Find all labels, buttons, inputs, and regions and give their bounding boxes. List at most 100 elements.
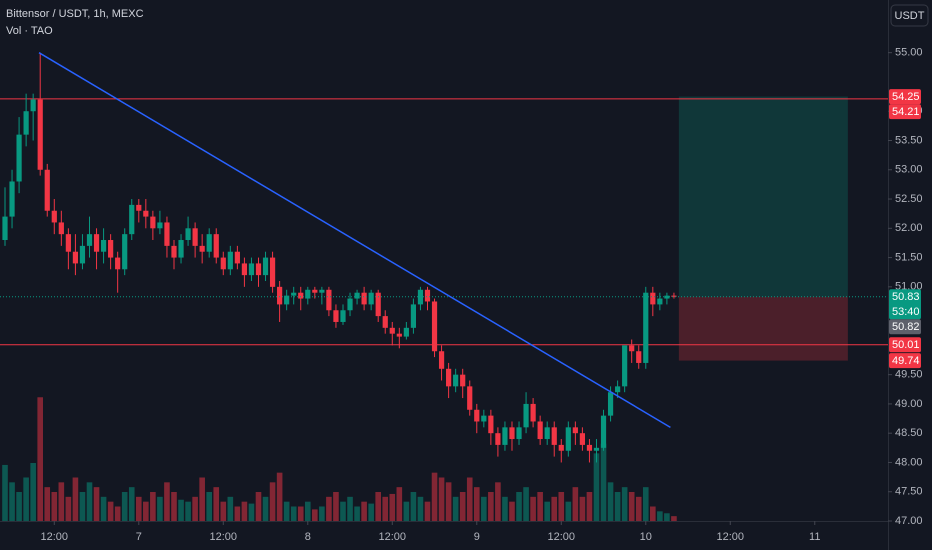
volume-bar [248,503,255,521]
candle-body [488,415,494,434]
volume-bar [424,501,431,521]
volume-bar [255,492,262,521]
volume-bar [452,496,459,521]
candle-body [248,263,255,276]
candle-body [375,292,381,317]
volume-bar [565,501,572,521]
currency-button[interactable] [890,4,929,27]
volume-bar [438,477,445,521]
candle-body [579,433,586,445]
candle-body [199,245,205,252]
candle-body [129,204,135,235]
volume-bar [488,492,494,521]
volume-bar [558,492,565,521]
candle-body [424,289,431,302]
volume-bar [368,503,374,521]
volume-bar [459,492,466,521]
volume-bar [417,496,424,521]
volume-bar [23,477,29,521]
x-tick-label: 12:00 [379,531,407,543]
volume-bar [642,487,649,521]
candle-body [410,304,417,328]
candle-body [277,286,283,305]
price-label: 49.74 [892,355,920,367]
candle-body [615,386,621,393]
candle-body [636,351,642,363]
candle-body [340,310,346,322]
volume-bar [51,492,58,521]
candle-body [157,222,163,229]
volume-bar [290,506,297,521]
volume-bar [227,496,234,521]
volume-bar [37,397,44,521]
candle-body [643,292,649,363]
volume-bar [403,501,410,521]
candle-body [206,234,212,252]
candle-body [622,345,628,387]
y-tick-label: 47.50 [895,486,923,498]
x-tick-label: 8 [305,531,311,543]
volume-bar [579,496,586,521]
price-label-box [889,353,921,369]
volume-bar [58,482,65,521]
candle-body [593,447,600,451]
volume-bar [375,492,381,521]
volume-bar [671,516,677,521]
y-tick-label: 49.00 [895,398,923,410]
candle-body [319,289,325,293]
candle-body [100,240,107,252]
volume-bar [628,492,635,521]
y-tick-label: 53.00 [895,164,923,176]
volume-bar [269,482,276,521]
candle-body [9,181,15,217]
candle-body [122,234,128,270]
volume-bar [72,477,79,521]
candle-body [164,222,170,246]
price-label-box [889,89,921,105]
volume-bar [635,496,642,521]
candle-body [481,415,487,422]
volume-bar [382,496,389,521]
volume-bar [16,492,22,521]
x-tick-label: 12:00 [717,531,745,543]
volume-bar [347,496,353,521]
candle-body [354,292,360,299]
candle-body [347,298,353,311]
price-label-box [889,104,921,120]
volume-bar [199,477,205,521]
candle-body [544,427,550,440]
volume-legend: Vol · TAO [6,25,53,37]
price-label-box [889,319,921,335]
candle-body [671,295,677,297]
volume-bar [481,496,487,521]
volume-bar [396,487,403,521]
candle-body [312,289,318,293]
candle-body [565,427,571,451]
candle-body [30,99,36,112]
candle-body [143,210,149,217]
volume-bar [445,482,452,521]
candle-body [298,292,304,299]
candle-body [178,240,184,258]
candle-body [86,234,93,246]
candle-body [446,368,452,387]
candle-body [16,134,22,182]
bar-countdown: 53:40 [892,306,920,318]
volume-bar [537,492,543,521]
candle-body [586,444,593,451]
candle-body [150,216,156,229]
candle-body [368,292,374,305]
volume-bar [220,501,227,521]
volume-bar [326,496,332,521]
candle-body [530,403,536,422]
candle-body [185,228,191,241]
volume-bar [128,487,135,521]
volume-bar [297,506,304,521]
candle-body [220,257,226,270]
x-tick-label: 10 [640,531,652,543]
candle-body [403,327,409,337]
currency-button-label[interactable]: USDT [895,10,925,22]
position-stop-zone [678,296,848,361]
volume-bar [333,492,339,521]
candle-body [629,345,635,352]
